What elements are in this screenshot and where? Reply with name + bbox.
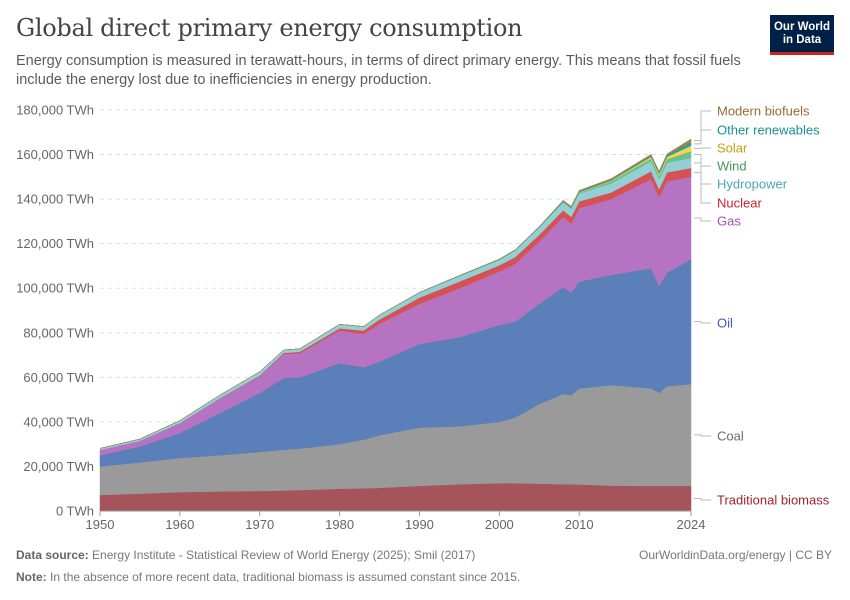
y-tick-label: 20,000 TWh [23,459,94,474]
x-tick-label: 2024 [677,517,706,532]
legend-label-nuclear: Nuclear [717,196,762,211]
legend-label-other-renewables: Other renewables [717,123,820,138]
logo-line-1: Our World [773,20,830,33]
source-label: Data source: [16,548,89,562]
y-tick-label: 60,000 TWh [23,370,94,385]
chart-subtitle: Energy consumption is measured in terawa… [16,53,741,88]
label-connector [694,162,711,185]
y-tick-label: 80,000 TWh [23,325,94,340]
y-tick-label: 140,000 TWh [16,192,94,207]
legend-label-traditional-biomass: Traditional biomass [717,493,830,508]
label-connector [694,110,711,142]
y-tick-label: 180,000 TWh [16,103,94,118]
x-tick-label: 2000 [485,517,514,532]
chart-title: Global direct primary energy consumption [16,14,523,42]
y-tick-label: 100,000 TWh [16,281,94,296]
x-tick-label: 1950 [86,517,115,532]
y-tick-label: 160,000 TWh [16,147,94,162]
label-connector [694,434,711,437]
x-tick-label: 1990 [405,517,434,532]
label-connector [694,217,711,222]
label-connector [694,497,711,501]
legend-label-hydropower: Hydropower [717,177,788,192]
legend-label-gas: Gas [717,214,741,229]
logo-line-2: in Data [782,33,822,46]
x-tick-label: 2010 [565,517,594,532]
source-text[interactable]: Energy Institute - Statistical Review of… [92,548,476,562]
note-label: Note: [16,570,47,584]
legend-label-solar: Solar [717,141,748,156]
data-source: Data source: Energy Institute - Statisti… [16,548,475,562]
area-modern-biofuels [99,138,692,449]
label-connector [694,321,711,324]
legend-label-modern-biofuels: Modern biofuels [717,104,810,119]
legend-label-wind: Wind [717,159,747,174]
chart-note: Note: In the absence of more recent data… [16,570,520,584]
y-tick-label: 40,000 TWh [23,414,94,429]
x-tick-label: 1960 [165,517,194,532]
note-text: In the absence of more recent data, trad… [50,570,521,584]
y-tick-label: 120,000 TWh [16,236,94,251]
legend-label-coal: Coal [717,429,744,444]
y-tick-label: 0 TWh [56,504,94,519]
x-tick-label: 1980 [325,517,354,532]
x-tick-label: 1970 [245,517,274,532]
owid-logo[interactable]: Our World in Data [770,15,834,55]
license-link[interactable]: OurWorldinData.org/energy | CC BY [639,548,832,562]
label-connector [694,171,711,204]
label-connector [694,129,711,145]
label-connector [694,154,711,167]
legend-label-oil: Oil [717,316,733,331]
